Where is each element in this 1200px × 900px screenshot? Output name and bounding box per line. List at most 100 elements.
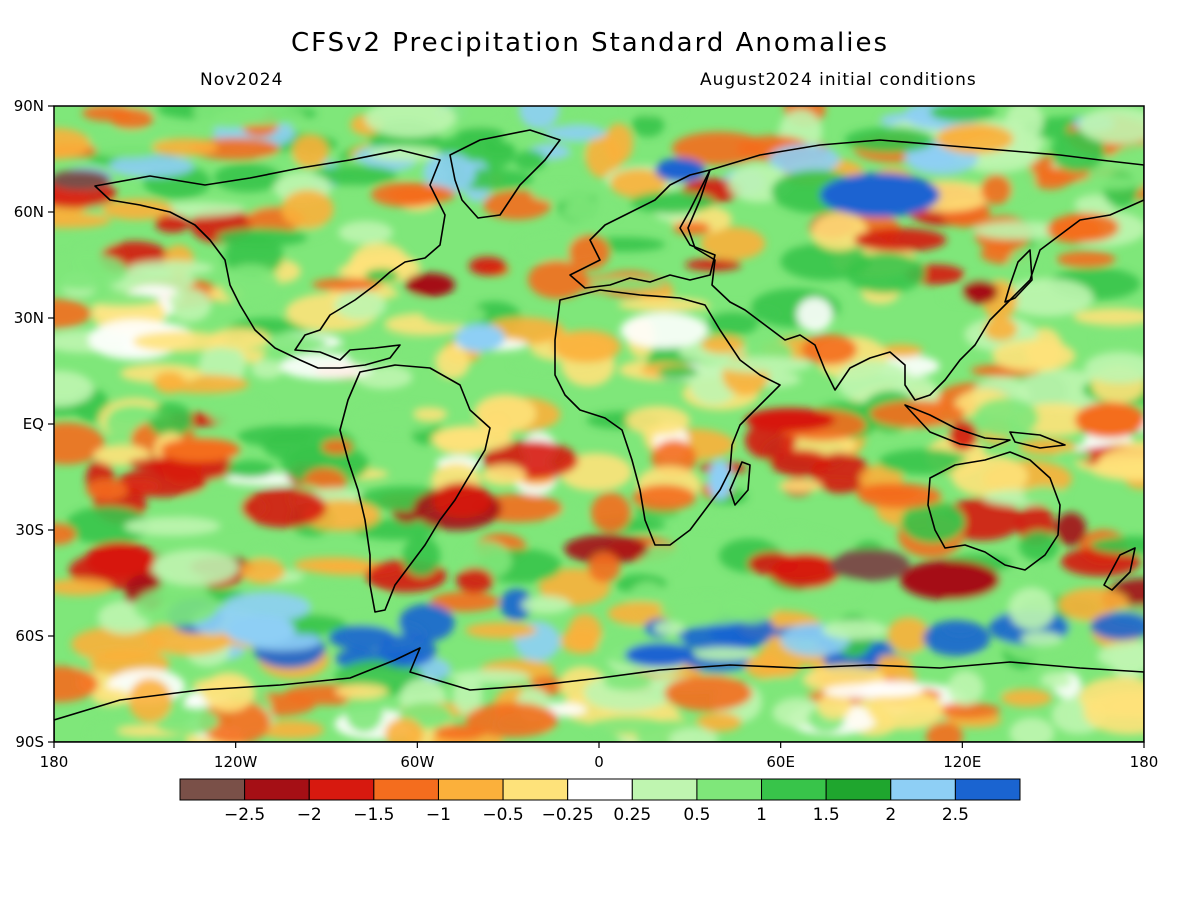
anomaly-blob	[672, 131, 767, 165]
anomaly-blob	[132, 331, 226, 352]
anomaly-blob	[202, 672, 255, 712]
anomaly-blob	[414, 407, 448, 421]
anomaly-blob	[951, 455, 1028, 497]
anomaly-feature	[820, 173, 940, 217]
colorbar-swatch	[890, 778, 956, 801]
anomaly-blob	[54, 578, 112, 596]
anomaly-blob	[223, 591, 311, 623]
anomaly-blob	[193, 106, 267, 129]
anomaly-blob	[878, 344, 924, 358]
anomaly-blob	[153, 371, 186, 394]
anomaly-blob	[483, 190, 551, 220]
colorbar-swatch	[761, 778, 827, 801]
anomaly-blob	[133, 587, 219, 626]
anomaly-blob	[481, 464, 527, 486]
lon-label: 0	[594, 753, 604, 771]
anomaly-feature	[900, 560, 1000, 600]
anomaly-blob	[124, 517, 221, 536]
anomaly-blob	[178, 489, 267, 525]
anomaly-feature	[1075, 402, 1144, 438]
anomaly-blob	[857, 680, 925, 697]
anomaly-feature	[85, 542, 155, 578]
anomaly-blob	[1084, 351, 1144, 384]
colorbar-label: −1.5	[353, 805, 394, 825]
anomaly-blob	[887, 617, 930, 653]
lon-label: 60E	[766, 753, 795, 771]
latitude-axis: 90N 60N 30N EQ 30S 60S 90S	[14, 97, 54, 751]
anomaly-blob	[500, 588, 533, 621]
anomaly-blob	[817, 692, 852, 720]
anomaly-blob	[199, 700, 271, 742]
anomaly-blob	[811, 212, 868, 251]
colorbar-label: −2	[297, 805, 322, 825]
anomaly-blob	[923, 620, 991, 657]
anomaly-blob	[368, 146, 441, 162]
lon-label: 180	[40, 753, 69, 771]
anomaly-blob	[587, 277, 668, 291]
coastline-new-zealand	[1103, 547, 1136, 591]
anomaly-blob	[801, 334, 858, 365]
anomaly-blob	[168, 288, 212, 323]
anomaly-blob	[929, 106, 997, 122]
anomaly-blob	[1055, 512, 1087, 547]
anomaly-blob	[334, 290, 386, 320]
anomaly-blob	[239, 558, 286, 584]
anomaly-blob	[1109, 695, 1144, 719]
colorbar-swatch	[567, 778, 633, 801]
colorbar-swatch	[696, 778, 763, 801]
anomaly-blob	[365, 268, 399, 283]
anomaly-blob	[152, 549, 239, 586]
anomaly-blob	[768, 144, 840, 175]
anomaly-blob	[1040, 671, 1072, 689]
colorbar-label: −0.25	[542, 805, 594, 825]
anomaly-blob	[527, 260, 588, 299]
coastlines	[54, 129, 1144, 742]
anomaly-blob	[128, 260, 214, 276]
anomaly-blob	[338, 220, 393, 245]
anomaly-blob	[353, 518, 439, 541]
anomaly-blob	[973, 221, 1068, 240]
anomaly-blob	[344, 689, 384, 733]
anomaly-blob	[1054, 450, 1092, 463]
anomaly-blob	[590, 492, 631, 533]
anomaly-blob	[539, 568, 611, 607]
coastline-japan	[1004, 249, 1033, 303]
coastline-indonesia	[904, 404, 1011, 449]
chart-title: CFSv2 Precipitation Standard Anomalies	[290, 28, 890, 58]
anomaly-blob	[226, 460, 275, 479]
anomaly-map	[54, 106, 1144, 742]
anomaly-blob	[1097, 641, 1144, 671]
colorbar-swatch	[308, 778, 375, 801]
colorbar-label: −2.5	[224, 805, 265, 825]
anomaly-blob	[151, 202, 245, 217]
colorbar-swatch	[373, 778, 439, 801]
anomaly-blob	[947, 671, 984, 706]
anomaly-blob	[1056, 250, 1116, 268]
anomaly-blob	[54, 128, 91, 160]
anomaly-blob	[778, 479, 823, 493]
anomaly-blob	[992, 339, 1076, 372]
anomaly-blob	[531, 184, 595, 203]
anomaly-blob	[65, 506, 151, 545]
anomaly-feature	[625, 643, 695, 667]
anomaly-blob	[1016, 369, 1108, 413]
anomaly-blob	[657, 365, 699, 379]
lat-label: EQ	[23, 415, 44, 433]
anomaly-feature	[160, 438, 240, 462]
colorbar-label: 1	[756, 805, 767, 825]
lon-label: 180	[1130, 753, 1159, 771]
anomaly-blob	[154, 214, 190, 233]
anomaly-blob	[981, 174, 1012, 205]
anomaly-blob	[700, 335, 745, 354]
anomaly-blob	[1018, 530, 1059, 562]
anomaly-blob	[292, 589, 389, 617]
colorbar-swatch	[179, 778, 246, 801]
colorbar-label: 0.5	[683, 805, 710, 825]
lat-label: 60N	[14, 203, 44, 221]
anomaly-blob	[770, 449, 831, 477]
anomaly-blob	[1090, 536, 1144, 555]
lat-label: 60S	[15, 627, 44, 645]
anomaly-blob	[468, 256, 506, 276]
anomaly-blob	[281, 189, 334, 229]
anomaly-blob	[83, 130, 174, 159]
